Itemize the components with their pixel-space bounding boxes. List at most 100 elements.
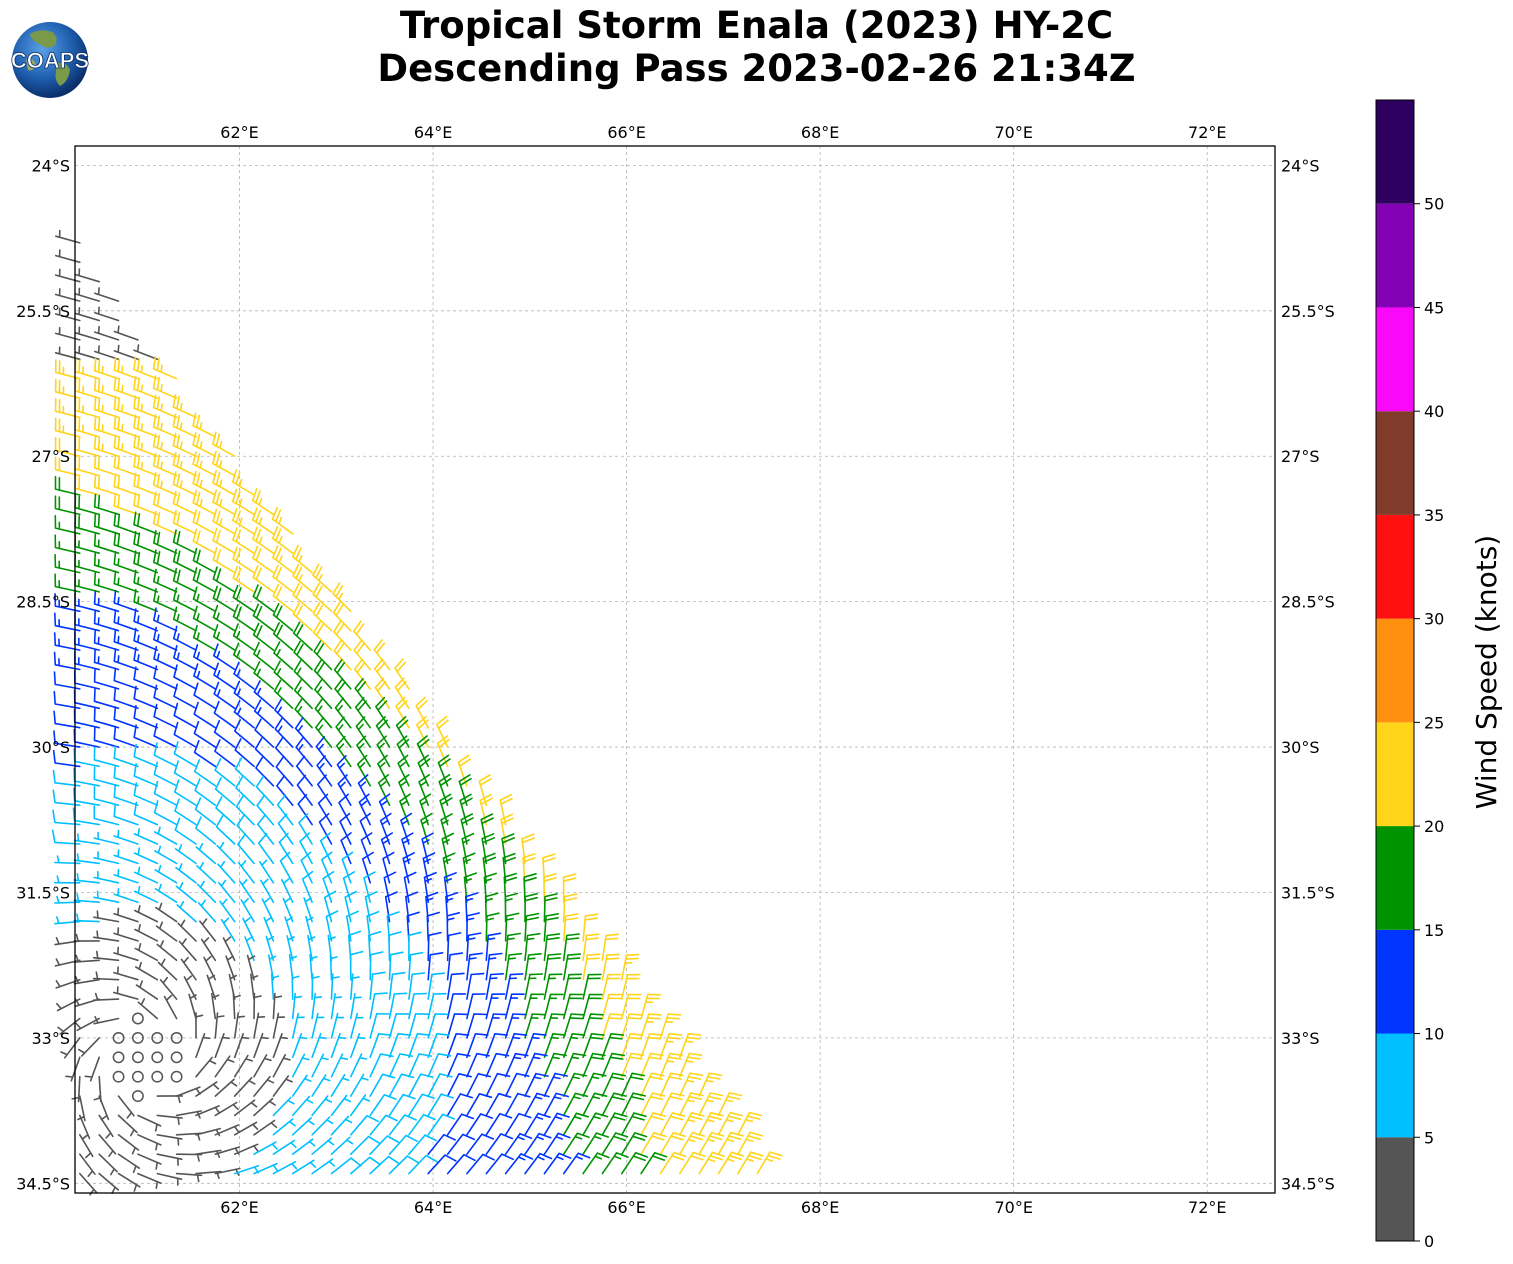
wind-barb [231,488,255,516]
wind-barb [717,1131,744,1155]
colorbar-tick-label: 30 [1424,610,1444,629]
wind-barb [113,325,139,341]
colorbar-tick-label: 0 [1424,1232,1434,1251]
wind-barb [79,1134,94,1159]
wind-barb [293,659,313,690]
wind-barb [659,1072,684,1097]
wind-barb [54,398,81,419]
wind-barb [291,992,303,1020]
wind-barb [252,565,275,593]
wind-barb [504,1092,531,1117]
wind-barb [621,1132,648,1155]
wind-barb [330,1012,345,1039]
wind-barb [214,1078,238,1097]
wind-barb [276,775,294,806]
wind-barb [79,1172,98,1196]
wind-barb [137,998,159,1020]
wind-barb [213,643,236,671]
wind-barb [354,697,371,729]
wind-barb [502,852,516,884]
colorbar-bin [1376,307,1414,412]
wind-barb [384,891,398,923]
lat-tick-label-right: 34.5°S [1281,1174,1335,1193]
wind-barb [174,779,197,806]
calm-marker [112,1070,125,1083]
wind-barb [153,568,178,593]
wind-barb [543,933,561,962]
wind-barb [253,680,275,710]
wind-barb [350,1073,369,1097]
wind-barb [562,1052,587,1078]
wind-barb [420,812,433,845]
wind-barb [316,755,333,787]
wind-barb [311,992,323,1020]
wind-barb [601,1132,629,1155]
wind-barb [322,871,335,903]
wind-barb [562,1152,591,1175]
colorbar-tick-label: 10 [1424,1025,1444,1044]
wind-barb [446,1133,475,1155]
wind-barb [601,1092,627,1117]
wind-barb [93,454,120,477]
colorbar-bin [1376,722,1414,827]
wind-barb [621,1033,644,1059]
wind-barb [562,973,583,1000]
wind-barb [213,719,236,748]
wind-barb [415,696,429,729]
wind-barb [93,571,120,593]
wind-barb [233,1143,259,1155]
wind-barb [446,972,465,1000]
wind-barb [192,605,217,632]
wind-barb [341,851,354,884]
wind-barb [153,684,178,710]
wind-barb [698,1092,724,1117]
wind-barb [113,551,139,574]
wind-barb [54,288,81,302]
wind-barb [253,1119,278,1136]
wind-barb [133,530,159,554]
wind-barb [314,697,333,729]
wind-barb [601,1152,629,1175]
wind-barb [233,1033,250,1059]
wind-barb [737,1131,763,1155]
wind-barb [233,700,255,729]
wind-barb [163,994,178,1020]
wind-barb [78,1037,100,1057]
wind-barb [52,809,81,826]
wind-barb [698,1112,724,1136]
wind-barb [154,845,178,865]
lat-tick-label-left: 25.5°S [16,302,70,321]
wind-barb [113,888,139,903]
lon-tick-label-bottom: 62°E [220,1198,258,1217]
wind-barb [427,1113,455,1136]
wind-barb [113,357,139,380]
colorbar-label: Wind Speed (knots) [1470,535,1503,809]
wind-barb [113,927,139,942]
wind-barb [54,307,81,322]
wind-barb [233,1054,253,1078]
wind-barb [93,831,120,845]
wind-barb [272,545,294,574]
wind-barb [388,1013,410,1039]
wind-barb [192,509,217,535]
wind-barb [369,1053,394,1078]
wind-barb [253,1141,278,1155]
wind-barb [74,307,100,322]
wind-barb [93,890,120,903]
wind-barb [256,794,275,826]
wind-barb [84,1056,100,1082]
wind-barb [152,452,178,477]
wind-barb [195,1033,211,1059]
wind-barb [133,724,159,748]
wind-barb [299,832,313,865]
wind-barb [717,1151,745,1175]
wind-barb [621,973,641,1000]
gridlines [75,146,1275,1193]
wind-barb [330,1115,353,1136]
wind-barb [212,450,236,477]
wind-barb [137,1172,162,1189]
wind-barb [258,859,275,884]
wind-barb [93,532,120,554]
wind-barb [295,755,313,787]
wind-barb [562,913,579,942]
